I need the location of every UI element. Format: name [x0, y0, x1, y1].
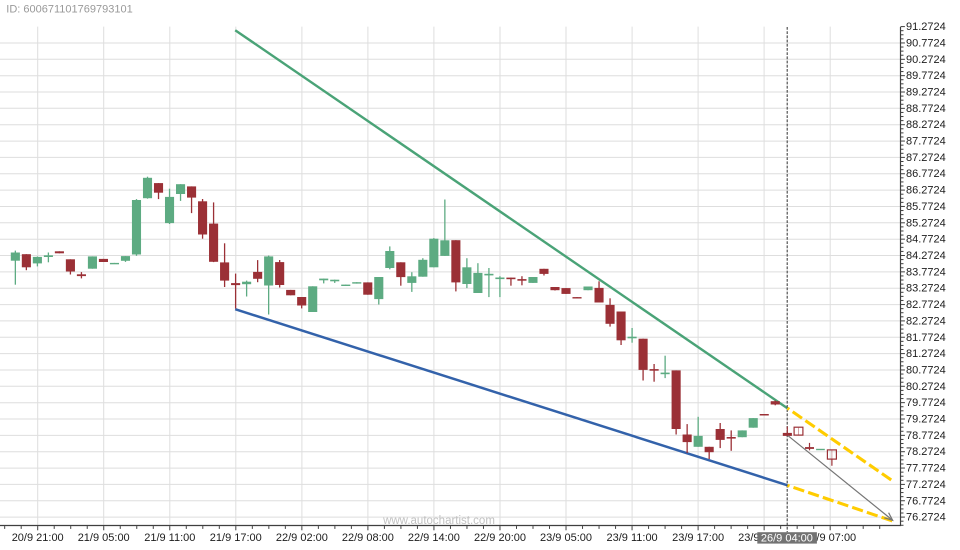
svg-text:26/9 07:00: 26/9 07:00	[804, 532, 856, 544]
svg-text:22/9 20:00: 22/9 20:00	[474, 532, 526, 544]
svg-text:84.7724: 84.7724	[906, 234, 946, 246]
svg-text:90.7724: 90.7724	[906, 38, 946, 50]
svg-text:88.7724: 88.7724	[906, 103, 946, 115]
svg-text:85.2724: 85.2724	[906, 217, 946, 229]
svg-text:23/9 11:00: 23/9 11:00	[607, 532, 658, 544]
svg-text:26/9 04:00: 26/9 04:00	[761, 532, 813, 544]
svg-text:76.7724: 76.7724	[906, 495, 946, 507]
svg-text:87.2724: 87.2724	[906, 152, 946, 164]
svg-text:89.2724: 89.2724	[906, 87, 946, 99]
svg-text:www.autochartist.com: www.autochartist.com	[382, 515, 495, 527]
svg-text:23/9 05:00: 23/9 05:00	[540, 532, 592, 544]
svg-text:88.2724: 88.2724	[906, 119, 946, 131]
svg-text:21/9 11:00: 21/9 11:00	[144, 532, 195, 544]
svg-text:83.7724: 83.7724	[906, 266, 946, 278]
svg-text:89.7724: 89.7724	[906, 70, 946, 82]
svg-text:80.2724: 80.2724	[906, 381, 946, 393]
svg-text:77.7724: 77.7724	[906, 463, 946, 475]
svg-text:79.7724: 79.7724	[906, 397, 946, 409]
svg-text:23/9 17:00: 23/9 17:00	[672, 532, 724, 544]
svg-text:21/9 17:00: 21/9 17:00	[210, 532, 262, 544]
svg-text:21/9 05:00: 21/9 05:00	[78, 532, 130, 544]
svg-text:85.7724: 85.7724	[906, 201, 946, 213]
svg-text:81.2724: 81.2724	[906, 348, 946, 360]
svg-text:86.7724: 86.7724	[906, 168, 946, 180]
svg-text:20/9 21:00: 20/9 21:00	[12, 532, 64, 544]
svg-text:82.2724: 82.2724	[906, 315, 946, 327]
svg-text:22/9 02:00: 22/9 02:00	[276, 532, 328, 544]
svg-text:90.2724: 90.2724	[906, 54, 946, 66]
svg-text:81.7724: 81.7724	[906, 332, 946, 344]
svg-text:77.2724: 77.2724	[906, 479, 946, 491]
svg-text:ID: 600671101769793101: ID: 600671101769793101	[6, 4, 132, 16]
svg-text:86.2724: 86.2724	[906, 185, 946, 197]
svg-text:80.7724: 80.7724	[906, 365, 946, 377]
svg-text:82.7724: 82.7724	[906, 299, 946, 311]
svg-text:87.7724: 87.7724	[906, 136, 946, 148]
svg-text:22/9 08:00: 22/9 08:00	[342, 532, 394, 544]
svg-text:22/9 14:00: 22/9 14:00	[408, 532, 460, 544]
svg-text:78.2724: 78.2724	[906, 446, 946, 458]
svg-text:83.2724: 83.2724	[906, 283, 946, 295]
svg-text:79.2724: 79.2724	[906, 414, 946, 426]
svg-text:76.2724: 76.2724	[906, 512, 946, 524]
svg-text:78.7724: 78.7724	[906, 430, 946, 442]
svg-text:91.2724: 91.2724	[906, 21, 946, 33]
svg-text:84.2724: 84.2724	[906, 250, 946, 262]
